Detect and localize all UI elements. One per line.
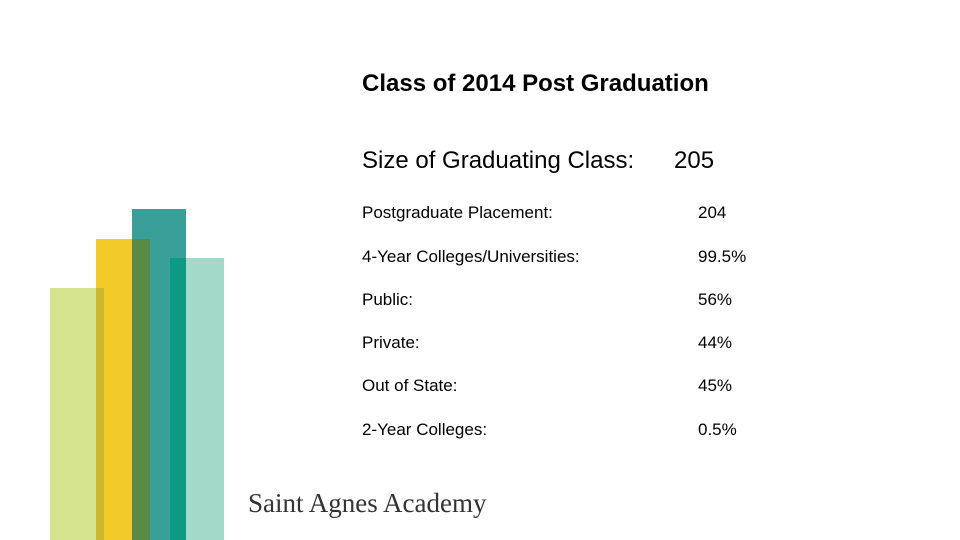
stat-value: 99.5% [698,247,747,266]
stat-value: 0.5% [698,420,737,439]
stat-label: Public: [362,290,414,309]
stat-label: 4-Year Colleges/Universities: [362,247,580,266]
footer-logo: Saint Agnes Academy [248,488,487,518]
stat-value: 56% [698,290,733,309]
stat-label: 2-Year Colleges: [362,420,488,439]
deco-overlap [132,239,150,540]
subtitle-value: 205 [674,147,715,174]
subtitle-label: Size of Graduating Class: [362,147,635,174]
stat-value: 44% [698,333,733,352]
stat-label: Postgraduate Placement: [362,203,553,222]
stat-label: Private: [362,333,420,352]
stat-value: 204 [698,203,727,222]
deco-bar [50,288,104,540]
stat-value: 45% [698,376,733,395]
deco-overlap [96,288,104,540]
title: Class of 2014 Post Graduation [362,70,709,97]
stat-label: Out of State: [362,376,458,395]
deco-overlap [170,258,186,540]
